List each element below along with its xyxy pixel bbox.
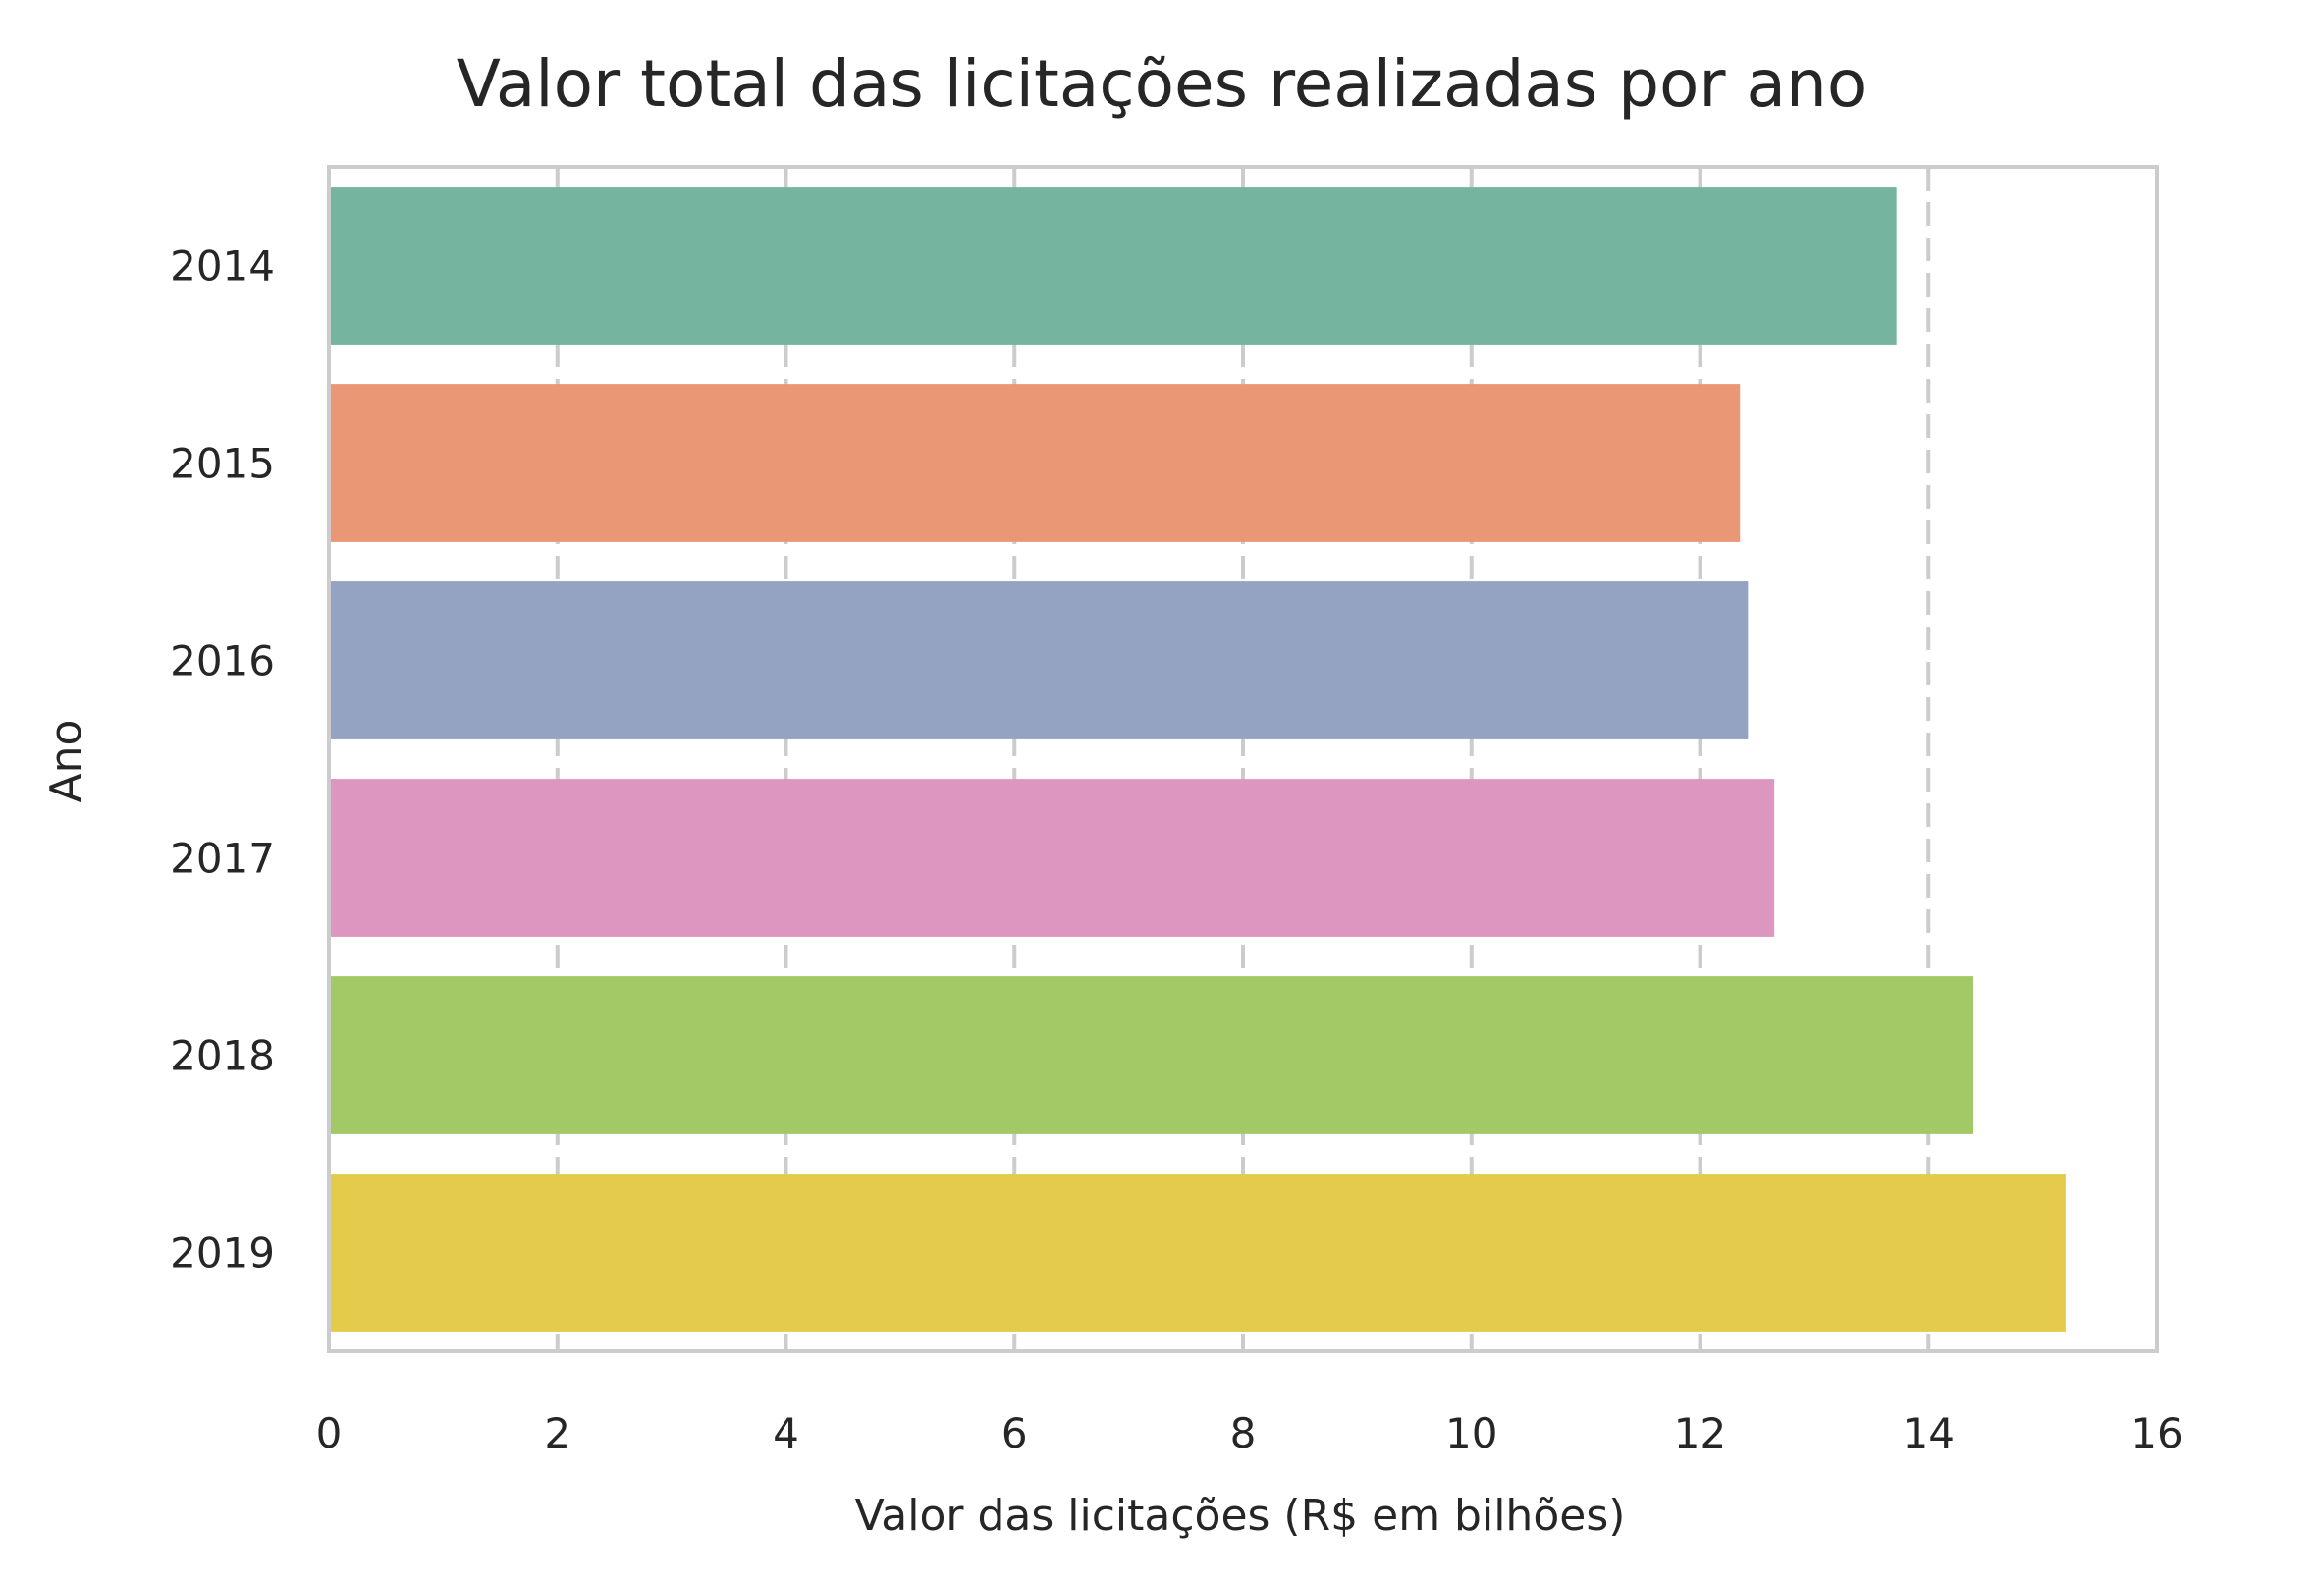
x-axis-label: Valor das licitações (R$ em bilhões) (855, 1491, 1626, 1541)
x-tick-label-14: 14 (1903, 1409, 1955, 1457)
y-tick-label-2017: 2017 (170, 835, 275, 883)
y-tick-label-2014: 2014 (170, 243, 275, 291)
x-tick-label-6: 6 (1001, 1409, 1028, 1457)
x-tick-label-10: 10 (1445, 1409, 1497, 1457)
x-tick-label-2: 2 (544, 1409, 570, 1457)
bar-2016 (329, 581, 1749, 739)
bar-2017 (329, 779, 1775, 937)
y-tick-label-2018: 2018 (170, 1032, 275, 1080)
x-tick-label-12: 12 (1674, 1409, 1726, 1457)
x-tick-label-0: 0 (316, 1409, 343, 1457)
chart-title: Valor total das licitações realizadas po… (457, 46, 1866, 122)
bars (329, 187, 2066, 1332)
bar-2014 (329, 187, 1897, 345)
x-tick-label-16: 16 (2131, 1409, 2183, 1457)
y-tick-label-2016: 2016 (170, 637, 275, 685)
x-tick-labels: 0 2 4 6 8 10 12 14 16 (316, 1409, 2184, 1457)
x-tick-label-8: 8 (1230, 1409, 1257, 1457)
x-tick-label-4: 4 (773, 1409, 799, 1457)
bar-2019 (329, 1174, 2066, 1332)
y-tick-labels: 2014 2015 2016 2017 2018 2019 (170, 243, 275, 1278)
bar-2018 (329, 976, 1973, 1134)
y-axis-label: Ano (41, 720, 91, 803)
y-tick-label-2019: 2019 (170, 1230, 275, 1278)
y-tick-label-2015: 2015 (170, 440, 275, 488)
bar-2015 (329, 384, 1741, 542)
plot-frame (327, 165, 2159, 1353)
